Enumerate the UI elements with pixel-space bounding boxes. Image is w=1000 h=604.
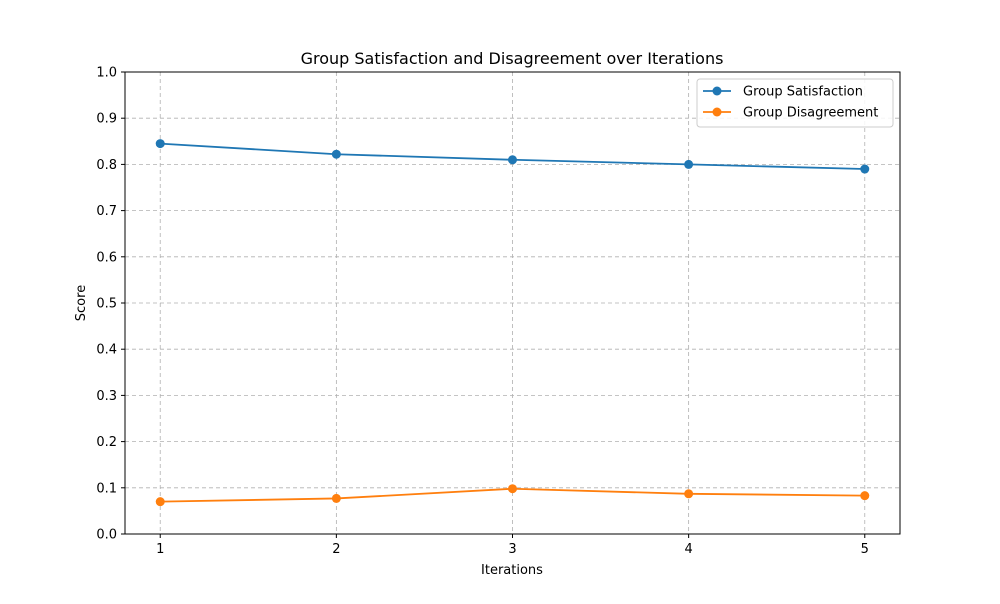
- y-tick-label: 0.2: [96, 435, 117, 450]
- x-axis: 1 2 3 4 5: [156, 534, 869, 557]
- legend-label: Group Satisfaction: [743, 85, 863, 100]
- data-point-group-disagreement: [508, 484, 517, 494]
- data-point-group-disagreement: [331, 493, 341, 503]
- y-axis-label: Score: [74, 285, 89, 321]
- y-tick-label: 0.0: [96, 528, 117, 543]
- y-tick-label: 0.4: [96, 343, 117, 358]
- y-tick-label: 0.5: [96, 297, 117, 312]
- y-tick-label: 0.1: [96, 481, 117, 496]
- legend-box: [696, 78, 894, 128]
- legend: Group Satisfaction Group Disagreement: [696, 78, 894, 128]
- y-tick-label: 1.0: [96, 66, 117, 81]
- x-tick-label: 4: [684, 542, 692, 557]
- data-point-group-satisfaction: [155, 139, 165, 149]
- legend-marker: [712, 107, 722, 117]
- y-tick-label: 0.3: [96, 389, 117, 404]
- series-group-disagreement: [155, 484, 870, 507]
- chart-title: Group Satisfaction and Disagreement over…: [301, 49, 724, 68]
- data-point-group-disagreement: [155, 497, 165, 507]
- series-group-satisfaction: [155, 139, 870, 174]
- series-layer: [155, 139, 870, 507]
- x-axis-label: Iterations: [481, 563, 543, 578]
- x-tick-label: 1: [156, 542, 164, 557]
- data-point-group-satisfaction: [508, 155, 517, 165]
- y-axis: 0.0 0.1 0.2 0.3 0.4 0.5 0.6 0.7 0.8 0.9 1.0: [96, 66, 125, 543]
- x-tick-label: 3: [508, 542, 516, 557]
- y-tick-label: 0.7: [96, 204, 117, 219]
- data-point-group-satisfaction: [684, 159, 694, 169]
- data-point-group-disagreement: [684, 489, 694, 499]
- legend-marker: [712, 86, 722, 96]
- legend-item-group-satisfaction: Group Satisfaction: [703, 85, 863, 100]
- data-point-group-satisfaction: [331, 149, 341, 159]
- y-tick-label: 0.6: [96, 250, 117, 265]
- x-tick-label: 2: [332, 542, 340, 557]
- data-point-group-disagreement: [860, 491, 870, 501]
- legend-label: Group Disagreement: [743, 106, 878, 121]
- x-tick-label: 5: [861, 542, 869, 557]
- legend-item-group-disagreement: Group Disagreement: [703, 106, 878, 121]
- y-tick-label: 0.9: [96, 112, 117, 127]
- data-point-group-satisfaction: [860, 164, 870, 174]
- grid-lines: [125, 71, 900, 535]
- y-tick-label: 0.8: [96, 158, 117, 173]
